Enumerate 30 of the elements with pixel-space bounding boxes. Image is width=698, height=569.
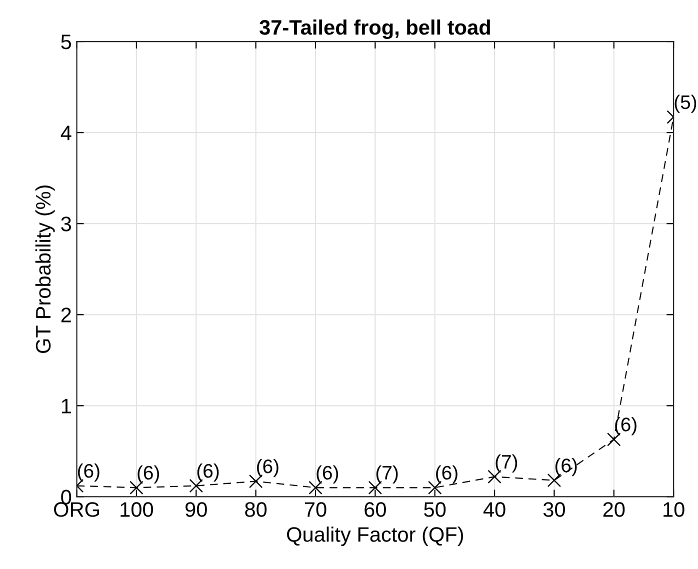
annotation: (6) (78, 464, 100, 482)
annotation: (7) (496, 454, 518, 473)
chart-title: 37-Tailed frog, bell toad (260, 19, 490, 40)
x-tick-label: 40 (483, 502, 506, 517)
y-tick-label: 2 (61, 308, 71, 322)
annotation: (7) (376, 465, 398, 484)
x-tick-label: 20 (603, 502, 625, 517)
x-tick-label: ORG (54, 502, 99, 517)
x-tick-label: 70 (304, 502, 326, 517)
x-tick-label: 50 (424, 502, 446, 517)
annotation: (6) (615, 417, 636, 436)
annotation: (6) (197, 464, 219, 482)
y-tick-label: 4 (60, 126, 72, 140)
y-tick-label: 3 (61, 216, 72, 232)
annotation: (6) (316, 465, 338, 484)
x-tick-label: 10 (664, 502, 684, 517)
annotation: (6) (257, 458, 278, 478)
y-tick-label: 5 (61, 34, 72, 50)
annotation: (6) (138, 465, 160, 484)
annotation: (5) (674, 94, 696, 113)
y-axis-title: GT Probability (%) (35, 186, 55, 353)
x-tick-label: 60 (364, 502, 386, 517)
x-axis-title: Quality Factor (QF) (287, 526, 464, 546)
y-tick-label: 1 (62, 398, 71, 414)
annotation: (6) (436, 465, 458, 484)
x-tick-label: 30 (543, 502, 565, 517)
annotation: (6) (555, 458, 577, 476)
x-tick-label: 80 (245, 502, 267, 517)
x-tick-label: 100 (120, 502, 154, 517)
x-tick-label: 90 (186, 502, 207, 517)
